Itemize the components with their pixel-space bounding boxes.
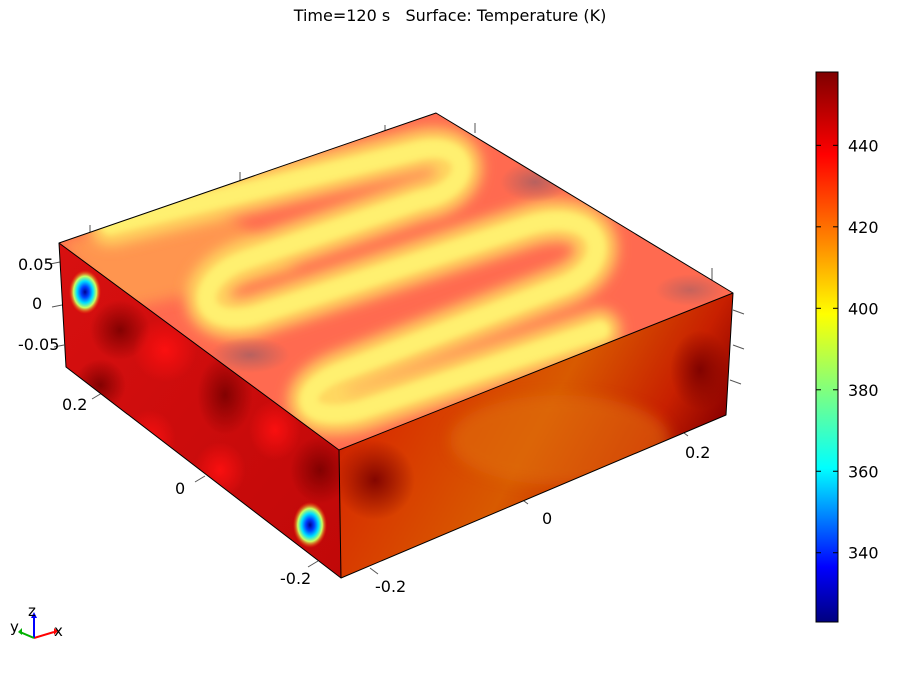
triad-x-label: x [54,622,63,640]
colorbar-tick-label: 420 [848,218,879,237]
axis-triad: x y z [10,602,63,640]
colorbar-tick-label: 400 [848,299,879,318]
colorbar-tick-label: 340 [848,544,879,563]
colorbar-gradient [815,71,839,623]
cold-spot-front [293,502,327,548]
top-face [59,113,733,450]
axis-tick-labels: 0.05 0 -0.05 0.2 0 -0.2 -0.2 0 0.2 [18,255,710,596]
plot-title: Time=120 s Surface: Temperature (K) [293,6,607,25]
colorbar-tick-label: 360 [848,462,879,481]
x-tick-label: 0.2 [685,443,710,462]
axis-ticks [49,123,745,575]
x-tick-label: -0.2 [375,577,406,596]
box-edges [58,112,734,579]
colorbar-tick-label: 440 [848,136,879,155]
triad-z-label: z [28,602,36,620]
z-tick-label: -0.05 [18,335,59,354]
x-tick-label: 0 [542,509,552,528]
colorbar-ticks: 340 360 380 400 420 440 [816,136,879,563]
colorbar: 340 360 380 400 420 440 [815,71,879,623]
y-tick-label: 0 [175,479,185,498]
z-tick-label: 0 [32,294,42,313]
colorbar-tick-label: 380 [848,381,879,400]
triad-x-arrow [33,631,55,639]
y-tick-label: 0.2 [62,395,87,414]
y-tick-label: -0.2 [280,569,311,588]
z-tick-label: 0.05 [18,255,54,274]
cold-spot-left [69,270,101,314]
triad-y-label: y [10,618,19,636]
triad-y-arrow [19,631,35,639]
